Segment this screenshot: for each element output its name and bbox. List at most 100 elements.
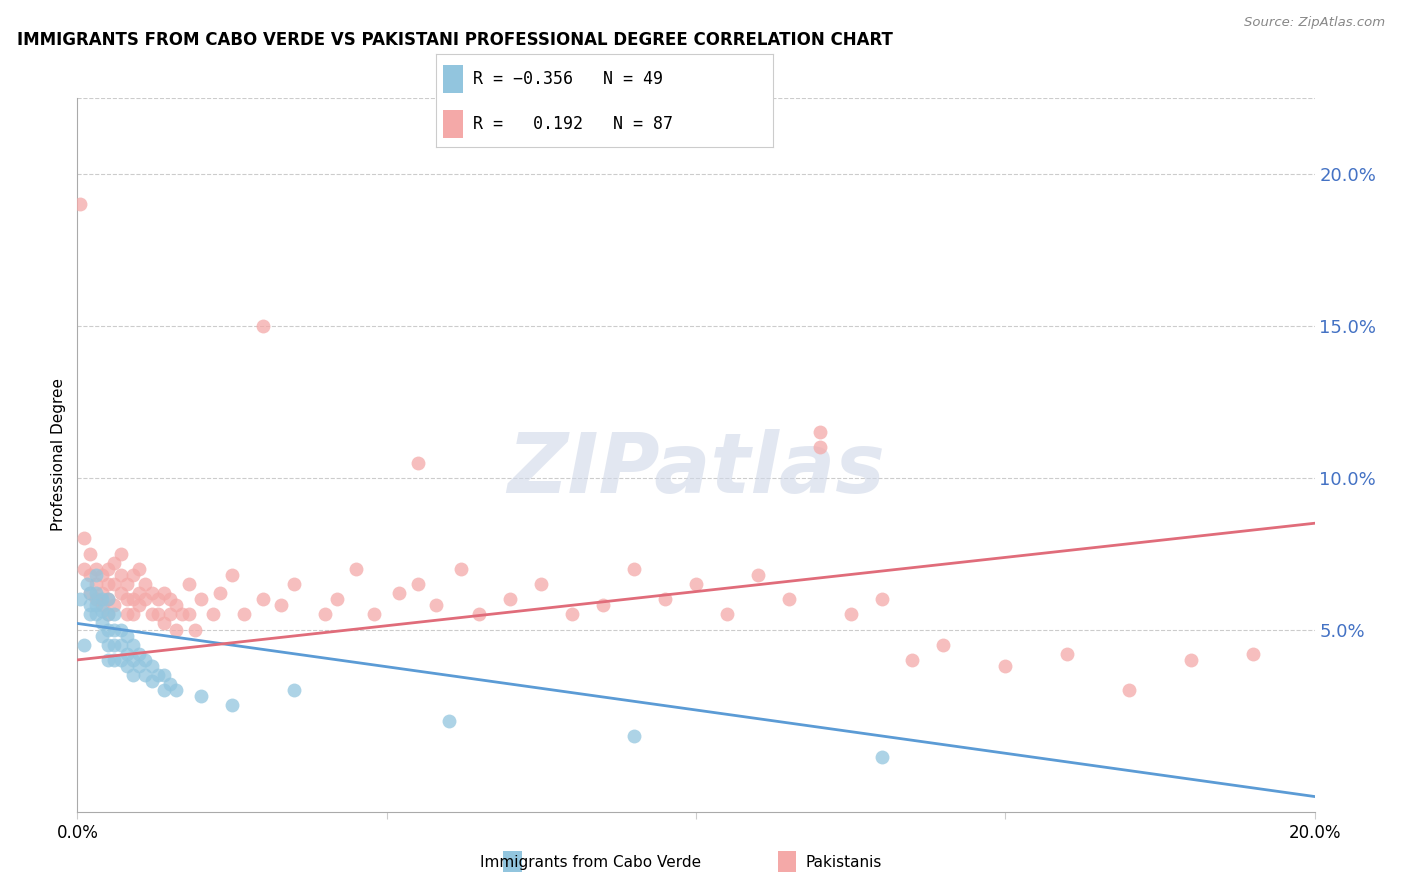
Point xyxy=(450,562,472,576)
Point xyxy=(91,592,114,607)
Point xyxy=(110,567,132,582)
Point xyxy=(97,577,120,591)
Point xyxy=(146,607,169,622)
Point xyxy=(499,592,522,607)
Point xyxy=(84,562,107,576)
Point xyxy=(901,653,924,667)
Point xyxy=(141,607,163,622)
Point xyxy=(110,623,132,637)
Point xyxy=(808,425,831,439)
Point xyxy=(103,556,125,570)
Point xyxy=(530,577,553,591)
Text: Source: ZipAtlas.com: Source: ZipAtlas.com xyxy=(1244,16,1385,29)
Point xyxy=(97,592,120,607)
Point xyxy=(91,629,114,643)
Point xyxy=(91,586,114,600)
Point xyxy=(79,586,101,600)
Point xyxy=(141,659,163,673)
Point xyxy=(128,586,150,600)
Point xyxy=(134,653,156,667)
Point xyxy=(623,729,645,743)
Point xyxy=(153,668,176,682)
Point xyxy=(72,532,94,546)
Point xyxy=(184,623,207,637)
Point xyxy=(122,567,145,582)
Point xyxy=(122,668,145,682)
Text: IMMIGRANTS FROM CABO VERDE VS PAKISTANI PROFESSIONAL DEGREE CORRELATION CHART: IMMIGRANTS FROM CABO VERDE VS PAKISTANI … xyxy=(17,31,893,49)
Point xyxy=(654,592,676,607)
Point xyxy=(252,592,274,607)
Point xyxy=(128,599,150,613)
Point xyxy=(128,647,150,661)
Point xyxy=(202,607,225,622)
Point xyxy=(932,638,955,652)
Point xyxy=(153,586,176,600)
Point xyxy=(190,690,212,704)
Point xyxy=(146,592,169,607)
Point xyxy=(84,577,107,591)
Point xyxy=(103,653,125,667)
Point xyxy=(406,456,429,470)
Point xyxy=(165,623,187,637)
Point xyxy=(437,714,460,728)
Point xyxy=(79,607,101,622)
Point xyxy=(153,683,176,698)
Point xyxy=(128,562,150,576)
Point xyxy=(115,592,138,607)
Point xyxy=(79,599,101,613)
Point xyxy=(685,577,707,591)
Point xyxy=(110,653,132,667)
Point xyxy=(468,607,491,622)
Point xyxy=(97,607,120,622)
Point xyxy=(1241,647,1264,661)
Text: Pakistanis: Pakistanis xyxy=(806,855,882,870)
Point xyxy=(221,698,243,713)
Point xyxy=(84,567,107,582)
Point xyxy=(221,567,243,582)
Point xyxy=(172,607,194,622)
Point xyxy=(208,586,231,600)
Point xyxy=(79,547,101,561)
Point xyxy=(84,599,107,613)
Point xyxy=(91,567,114,582)
Point xyxy=(122,653,145,667)
Point xyxy=(839,607,862,622)
Text: Immigrants from Cabo Verde: Immigrants from Cabo Verde xyxy=(479,855,702,870)
Point xyxy=(97,623,120,637)
Point xyxy=(592,599,614,613)
Point xyxy=(747,567,769,582)
Point xyxy=(103,577,125,591)
Point xyxy=(134,577,156,591)
Point xyxy=(84,607,107,622)
Point xyxy=(716,607,738,622)
Point xyxy=(115,659,138,673)
Point xyxy=(141,586,163,600)
Point xyxy=(326,592,349,607)
Point xyxy=(623,562,645,576)
Point xyxy=(103,607,125,622)
Point xyxy=(69,592,91,607)
Point xyxy=(994,659,1017,673)
Point xyxy=(283,577,305,591)
Point xyxy=(115,607,138,622)
Point xyxy=(146,668,169,682)
Point xyxy=(406,577,429,591)
Point xyxy=(110,586,132,600)
Point xyxy=(388,586,411,600)
Point xyxy=(314,607,336,622)
Point xyxy=(97,653,120,667)
Point xyxy=(1056,647,1078,661)
Point xyxy=(134,668,156,682)
Text: R =   0.192   N = 87: R = 0.192 N = 87 xyxy=(472,115,673,133)
Point xyxy=(91,604,114,618)
Point xyxy=(84,592,107,607)
Point xyxy=(110,547,132,561)
Point xyxy=(97,592,120,607)
Point xyxy=(177,607,200,622)
Point xyxy=(72,562,94,576)
Point xyxy=(233,607,256,622)
Point xyxy=(870,592,893,607)
Point xyxy=(153,616,176,631)
Point xyxy=(165,683,187,698)
Point xyxy=(159,592,181,607)
